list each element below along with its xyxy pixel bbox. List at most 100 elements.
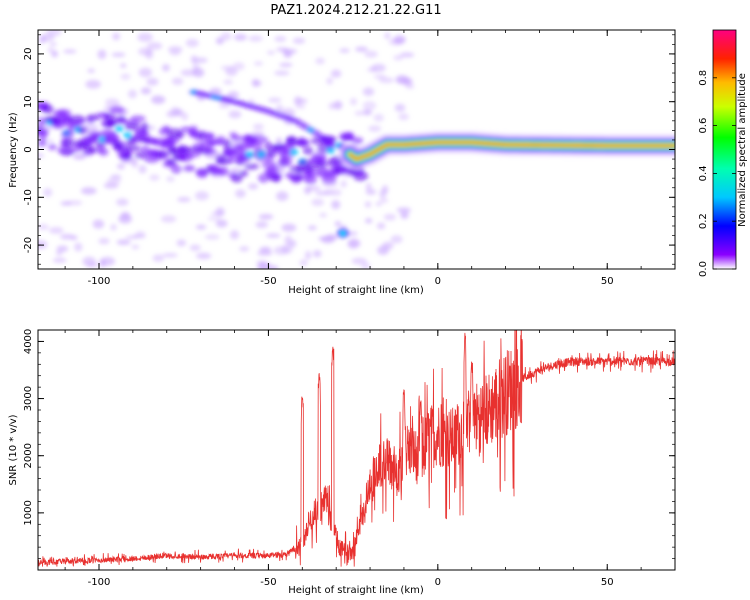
noise-blob: [55, 250, 63, 256]
noise-blob: [289, 239, 297, 248]
noise-blob: [169, 50, 181, 56]
noise-blob: [381, 185, 389, 195]
noise-blob: [281, 223, 297, 232]
noise-blob: [390, 235, 403, 244]
noise-blob: [283, 50, 292, 59]
noise-blob: [196, 252, 212, 260]
chart-title: PAZ1.2024.212.21.22.G11: [270, 3, 441, 18]
noise-blob: [255, 221, 268, 229]
noise-blob: [247, 183, 259, 190]
secondary-ridge-blob: [321, 137, 332, 144]
ridge-blob: [217, 166, 230, 176]
noise-blob: [48, 226, 64, 234]
noise-blob: [239, 246, 250, 252]
noise-blob: [364, 50, 378, 58]
ridge-blob: [177, 145, 190, 153]
noise-blob: [220, 32, 232, 41]
noise-blob: [73, 155, 86, 160]
noise-blob: [257, 262, 269, 269]
noise-blob: [275, 137, 283, 145]
noise-blob: [383, 213, 397, 221]
noise-blob: [51, 50, 59, 58]
top-y-tick-label: -20: [23, 237, 34, 253]
noise-blob: [38, 153, 45, 158]
noise-blob: [194, 191, 209, 201]
noise-blob: [253, 61, 264, 66]
ridge-blob: [222, 139, 232, 149]
noise-blob: [348, 238, 361, 249]
noise-blob: [110, 174, 122, 180]
colorbar-tick-label: 0.8: [698, 70, 709, 86]
noise-blob: [349, 97, 358, 106]
noise-blob: [120, 73, 131, 80]
noise-blob: [276, 191, 289, 202]
noise-blob: [396, 77, 411, 84]
noise-blob: [116, 239, 131, 246]
noise-blob: [258, 213, 274, 220]
noise-blob: [373, 74, 387, 79]
noise-blob: [116, 198, 129, 206]
noise-blob: [388, 38, 403, 46]
noise-blob: [74, 242, 83, 252]
ridge-blob: [355, 169, 365, 178]
noise-blob: [110, 223, 117, 231]
ridge-blob: [210, 165, 221, 176]
ridge-hot-blob: [245, 151, 254, 158]
noise-blob: [215, 37, 224, 45]
snr-line-plot: -100 -50 0 50 1000 2000 3000 4000: [23, 329, 676, 588]
ridge-blob: [304, 169, 321, 178]
noise-blob: [235, 189, 246, 198]
top-x-tick-label: 0: [435, 276, 441, 287]
noise-blob: [355, 46, 368, 52]
noise-blob: [160, 215, 177, 223]
noise-blob: [384, 32, 391, 40]
noise-blob: [85, 79, 101, 89]
noise-blob: [120, 211, 131, 220]
noise-blob: [205, 234, 220, 240]
bottom-x-tick-label: -100: [88, 577, 111, 588]
ridge-blob: [257, 173, 269, 183]
noise-blob: [293, 96, 302, 106]
ridge-blob: [77, 126, 88, 135]
noise-blob: [373, 113, 384, 122]
ridge-blob: [183, 164, 196, 172]
noise-blob: [393, 54, 404, 61]
noise-blob: [326, 77, 333, 85]
noise-blob: [328, 102, 336, 110]
ridge-hot-blob: [290, 149, 299, 156]
noise-blob: [268, 97, 282, 103]
ridge-blob: [311, 152, 327, 160]
noise-blob: [131, 244, 140, 250]
noise-blob: [138, 164, 147, 174]
noise-blob: [340, 180, 347, 188]
ridge-hot-blob: [115, 125, 124, 132]
ridge-blob: [104, 133, 120, 143]
ridge-blob: [285, 136, 297, 144]
noise-blob: [146, 77, 159, 86]
noise-blob: [339, 48, 350, 53]
noise-blob: [162, 253, 178, 258]
top-y-axis-label: Frequency (Hz): [8, 112, 19, 188]
noise-blob: [215, 207, 225, 217]
noise-blob: [365, 188, 377, 196]
ridge-blob: [42, 104, 54, 114]
ridge-blob: [264, 141, 273, 151]
noise-blob: [47, 47, 55, 53]
ridge-blob: [140, 122, 149, 132]
noise-blob: [127, 89, 138, 99]
noise-blob: [362, 101, 377, 111]
ridge-blob: [232, 144, 245, 155]
noise-blob: [315, 57, 325, 65]
noise-blob: [299, 259, 308, 267]
noise-blob: [190, 55, 198, 64]
noise-blob: [304, 186, 312, 195]
ridge-blob: [98, 147, 109, 157]
bottom-y-tick-label: 2000: [23, 443, 34, 468]
noise-blob: [63, 49, 77, 54]
noise-blob: [223, 79, 233, 85]
noise-blob: [195, 224, 207, 230]
ridge-blob: [139, 130, 151, 137]
top-y-tick-label: 10: [23, 95, 34, 108]
noise-blob: [365, 182, 372, 191]
ridge-blob: [121, 153, 133, 160]
